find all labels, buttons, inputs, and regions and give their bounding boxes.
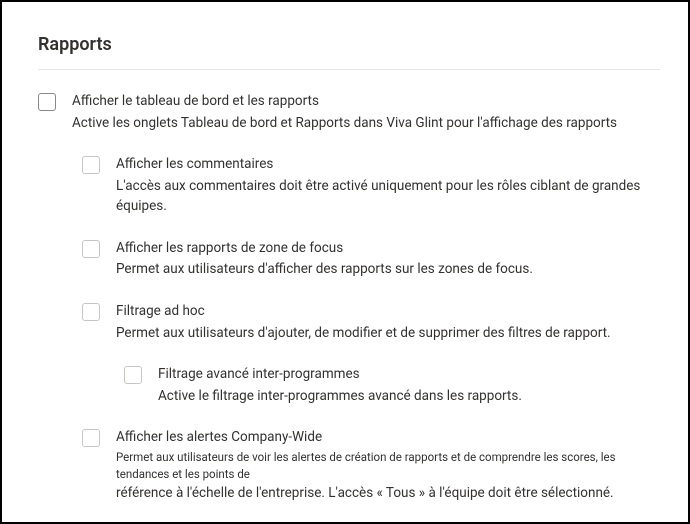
option-text: Afficher les alertes Company-Wide Permet… — [116, 428, 660, 504]
option-dashboard-reports: Afficher le tableau de bord et les rappo… — [38, 92, 660, 133]
option-desc: Permet aux utilisateurs d'afficher des r… — [116, 259, 660, 279]
checkbox-dashboard-reports[interactable] — [38, 93, 56, 111]
option-label: Afficher les alertes Company-Wide — [116, 428, 660, 447]
option-advanced-filter: Filtrage avancé inter-programmes Active … — [124, 365, 660, 406]
option-company-alerts: Afficher les alertes Company-Wide Permet… — [82, 428, 660, 504]
option-text: Afficher le tableau de bord et les rappo… — [72, 92, 660, 133]
option-desc: L'accès aux commentaires doit être activ… — [116, 176, 660, 217]
option-focus-reports: Afficher les rapports de zone de focus P… — [82, 239, 660, 280]
option-desc: Permet aux utilisateurs d'ajouter, de mo… — [116, 323, 660, 343]
option-label: Afficher le tableau de bord et les rappo… — [72, 92, 660, 111]
checkbox-advanced-filter[interactable] — [124, 366, 142, 384]
option-label: Afficher les rapports de zone de focus — [116, 239, 660, 258]
option-text: Afficher les rapports de zone de focus P… — [116, 239, 660, 280]
option-desc: Active le filtrage inter-programmes avan… — [158, 386, 660, 406]
section-title: Rapports — [38, 34, 660, 55]
option-label: Filtrage ad hoc — [116, 302, 660, 321]
option-comments: Afficher les commentaires L'accès aux co… — [82, 155, 660, 216]
section-divider — [38, 69, 660, 70]
option-text: Filtrage ad hoc Permet aux utilisateurs … — [116, 302, 660, 343]
option-adhoc-filter: Filtrage ad hoc Permet aux utilisateurs … — [82, 302, 660, 343]
option-text: Afficher les commentaires L'accès aux co… — [116, 155, 660, 216]
option-text: Filtrage avancé inter-programmes Active … — [158, 365, 660, 406]
checkbox-focus-reports[interactable] — [82, 240, 100, 258]
checkbox-adhoc-filter[interactable] — [82, 303, 100, 321]
option-desc-line2: référence à l'échelle de l'entreprise. L… — [116, 483, 660, 503]
option-label: Afficher les commentaires — [116, 155, 660, 174]
option-desc-line1: Permet aux utilisateurs de voir les aler… — [116, 449, 660, 484]
checkbox-comments[interactable] — [82, 156, 100, 174]
checkbox-company-alerts[interactable] — [82, 429, 100, 447]
option-label: Filtrage avancé inter-programmes — [158, 365, 660, 384]
option-desc: Active les onglets Tableau de bord et Ra… — [72, 113, 660, 133]
